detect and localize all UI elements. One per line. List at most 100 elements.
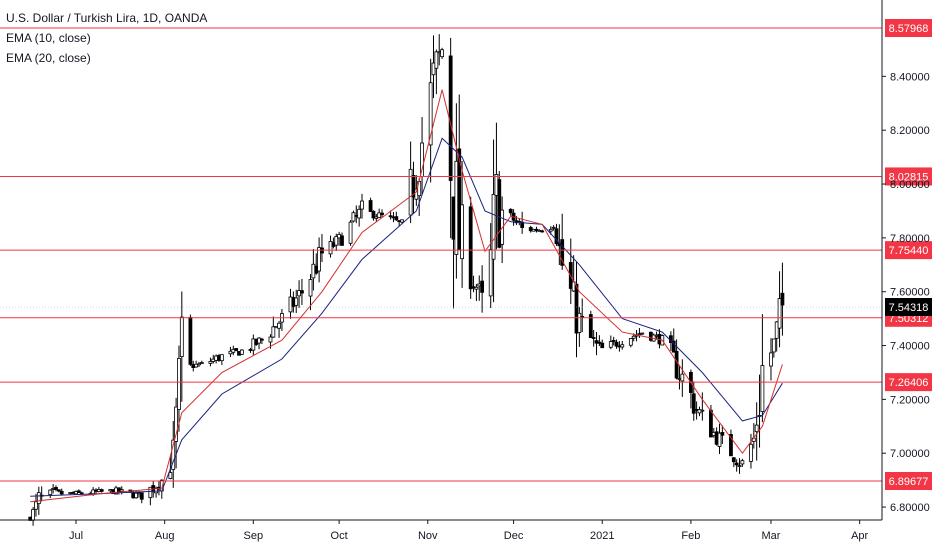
time-tick-label: Jul <box>69 530 83 542</box>
candle <box>271 316 276 338</box>
candle-body-up <box>717 432 722 447</box>
candle-body-down <box>614 341 619 347</box>
candle-body-up <box>208 361 213 364</box>
candle-body-up <box>199 362 204 364</box>
candle-body-down <box>468 206 473 290</box>
candle <box>148 486 153 506</box>
candle <box>608 335 613 350</box>
candle <box>554 223 559 246</box>
candle <box>239 349 244 355</box>
candle-body-up <box>317 247 322 272</box>
candle <box>380 209 384 218</box>
candle <box>48 489 53 499</box>
price-tick-label: 7.80000 <box>890 233 930 245</box>
time-tick-label: Aug <box>155 530 175 542</box>
candle <box>277 320 281 338</box>
candle <box>76 489 81 494</box>
candle-body-down <box>534 228 539 232</box>
candle-body-down <box>139 492 144 500</box>
time-axis[interactable]: Jul Aug Sep Oct Nov Dec 2021 Feb Mar Apr <box>0 519 882 542</box>
price-tick-label: 8.00000 <box>890 179 930 191</box>
price-axis[interactable]: 8.40000 8.20000 8.00000 7.80000 7.60000 7.400… <box>0 0 932 520</box>
candle-body-up <box>119 489 124 492</box>
candle <box>749 433 753 469</box>
candle <box>171 420 176 488</box>
candlestick-series <box>28 34 785 526</box>
candle-body-up <box>168 472 173 479</box>
time-tick-label: Oct <box>331 530 348 542</box>
ema20-legend[interactable]: EMA (20, close) <box>6 51 91 65</box>
candle <box>628 338 633 348</box>
candle-body-down <box>591 337 596 339</box>
candle-body-up <box>628 338 633 346</box>
candle <box>780 262 785 336</box>
candle <box>294 289 299 314</box>
candle <box>234 348 239 352</box>
candle <box>194 360 199 368</box>
candle-body-up <box>777 298 782 329</box>
candle <box>574 261 579 358</box>
candle-body-up <box>771 338 776 353</box>
price-tick-label: 7.00000 <box>890 448 930 460</box>
candle <box>197 361 201 368</box>
candle-body-up <box>754 424 759 433</box>
candle <box>259 337 264 345</box>
candle-body-up <box>440 49 444 58</box>
candle-body-down <box>554 228 559 245</box>
candle-body-up <box>177 358 181 410</box>
candle-body-down <box>674 350 679 379</box>
candle-body-up <box>294 297 299 306</box>
candle-body-down <box>76 490 81 493</box>
candle-body-up <box>271 326 276 338</box>
candle-body-down <box>234 348 239 351</box>
candle-body-up <box>551 226 556 229</box>
candle-body-up <box>219 354 224 362</box>
candle <box>308 274 313 311</box>
candle <box>588 310 593 339</box>
level-label-bg <box>885 472 932 490</box>
candle-body-up <box>334 236 339 246</box>
level-label: 8.57968 <box>889 23 929 35</box>
ema10-legend[interactable]: EMA (10, close) <box>6 31 91 45</box>
candle <box>351 210 356 223</box>
candle <box>731 457 736 468</box>
candle-body-up <box>769 352 773 367</box>
level-label-bg <box>885 167 932 186</box>
candle <box>620 340 625 350</box>
candle <box>440 47 444 59</box>
symbol-title[interactable]: U.S. Dollar / Turkish Lira, 1D, OANDA <box>6 11 208 25</box>
candle <box>368 197 373 213</box>
time-tick-label: Mar <box>762 530 781 542</box>
candle <box>488 223 493 308</box>
candle-body-up <box>488 249 493 297</box>
time-tick-label: Dec <box>504 530 524 542</box>
candle <box>340 232 344 246</box>
candle-body-down <box>259 338 264 341</box>
candle <box>179 291 184 402</box>
price-tick-label: 7.20000 <box>890 394 930 406</box>
candle-body-down <box>188 316 193 365</box>
candle-body-down <box>520 221 525 228</box>
candle-body-up <box>774 321 779 339</box>
time-tick-label: Apr <box>851 530 868 542</box>
candle-body-up <box>700 409 705 412</box>
candle-body-down <box>394 216 399 221</box>
candle <box>474 283 479 301</box>
candle <box>388 210 393 220</box>
candle <box>219 354 224 366</box>
candle-body-up <box>31 509 36 521</box>
candle <box>177 345 181 432</box>
chart-legend: U.S. Dollar / Turkish Lira, 1D, OANDA EM… <box>6 8 207 68</box>
candle-body-up <box>434 51 439 69</box>
candle-body-up <box>680 373 685 382</box>
candle-body-up <box>760 365 765 413</box>
candle-body-up <box>174 406 179 442</box>
candle <box>400 219 404 224</box>
price-tick-label: 8.40000 <box>890 71 930 83</box>
candle-body-down <box>588 314 593 339</box>
candle-body-up <box>400 219 404 223</box>
candle-body-down <box>691 393 696 414</box>
candle <box>720 425 725 444</box>
candle-body-up <box>608 341 613 348</box>
